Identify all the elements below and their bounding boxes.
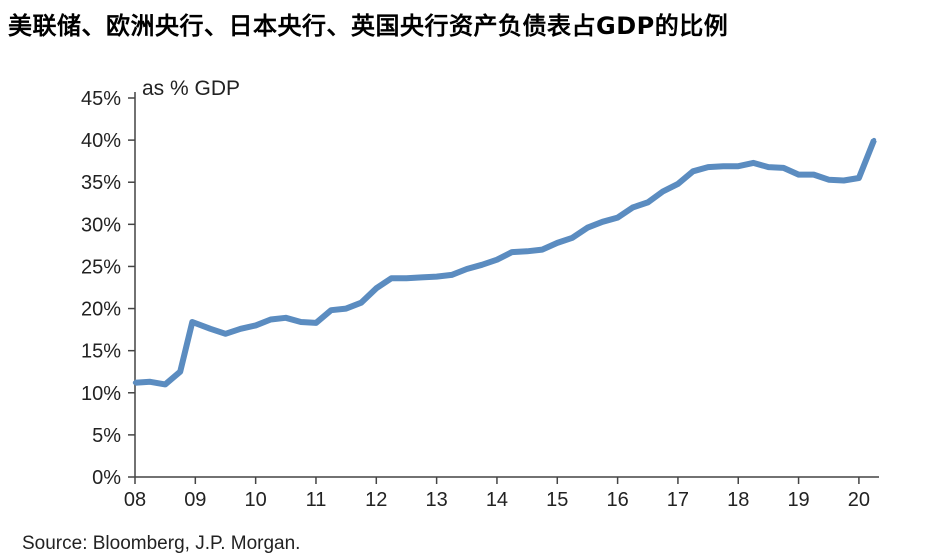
data-point bbox=[464, 266, 469, 272]
x-tick-label: 14 bbox=[486, 489, 508, 511]
x-tick-label: 13 bbox=[426, 489, 448, 511]
y-tick-label: 0% bbox=[92, 467, 121, 489]
chart-title: 美联储、欧洲央行、日本央行、英国央行资产负债表占GDP的比例 bbox=[8, 12, 729, 40]
y-tick-label: 30% bbox=[81, 214, 121, 236]
y-tick-label: 40% bbox=[81, 130, 121, 152]
data-point bbox=[298, 319, 304, 325]
data-point bbox=[736, 164, 741, 169]
x-tick-label: 17 bbox=[667, 489, 689, 511]
source-note: Source: Bloomberg, J.P. Morgan. bbox=[22, 533, 301, 554]
y-tick-label: 35% bbox=[81, 172, 121, 194]
data-point bbox=[313, 320, 319, 326]
data-point bbox=[253, 323, 258, 328]
y-axis: 0% 5% 10% 15% 20% 25% 30% 35% 40% 45% bbox=[81, 88, 136, 489]
data-point bbox=[208, 326, 213, 331]
data-point bbox=[721, 164, 726, 169]
y-tick-label: 15% bbox=[81, 341, 121, 363]
data-point bbox=[781, 165, 786, 171]
data-point bbox=[509, 249, 515, 255]
data-point bbox=[343, 306, 349, 311]
x-tick-label: 12 bbox=[365, 489, 387, 511]
y-tick-label: 45% bbox=[81, 88, 121, 110]
data-point bbox=[555, 240, 560, 246]
data-point bbox=[796, 172, 801, 177]
data-point bbox=[524, 249, 530, 254]
data-point bbox=[660, 189, 665, 194]
series-layer bbox=[132, 137, 877, 388]
data-point bbox=[449, 272, 454, 278]
data-point bbox=[190, 319, 195, 325]
data-point bbox=[223, 331, 228, 336]
x-tick-label: 09 bbox=[184, 489, 206, 511]
x-tick-label: 16 bbox=[606, 489, 628, 511]
data-point bbox=[615, 215, 620, 220]
data-point bbox=[766, 164, 771, 170]
data-point bbox=[238, 326, 243, 331]
unit-label: as % GDP bbox=[142, 77, 240, 100]
data-point bbox=[389, 276, 394, 281]
data-point bbox=[690, 169, 696, 174]
data-point bbox=[675, 181, 681, 187]
x-axis: 08 09 10 11 12 13 14 15 16 17 18 19 20 bbox=[124, 476, 879, 511]
data-point bbox=[630, 205, 635, 210]
y-tick-label: 20% bbox=[81, 299, 121, 321]
data-point bbox=[570, 235, 575, 240]
x-tick-label: 19 bbox=[787, 489, 809, 511]
x-tick-label: 20 bbox=[848, 489, 870, 511]
data-point bbox=[163, 382, 168, 387]
data-point bbox=[856, 175, 862, 181]
data-point bbox=[404, 276, 409, 281]
data-point bbox=[841, 178, 846, 183]
y-tick-label: 25% bbox=[81, 256, 121, 278]
data-point bbox=[268, 317, 273, 322]
data-point bbox=[178, 369, 183, 374]
data-point bbox=[751, 160, 756, 166]
data-point bbox=[540, 247, 545, 252]
y-tick-label: 10% bbox=[81, 383, 121, 405]
data-point bbox=[132, 380, 138, 385]
data-point bbox=[705, 164, 711, 170]
x-tick-label: 08 bbox=[124, 489, 146, 511]
series-line bbox=[134, 138, 877, 388]
data-point bbox=[434, 274, 439, 279]
data-point bbox=[826, 177, 831, 182]
y-tick-label: 5% bbox=[92, 425, 121, 447]
x-tick-label: 10 bbox=[245, 489, 267, 511]
data-point bbox=[359, 300, 364, 305]
data-point bbox=[871, 137, 877, 143]
data-point bbox=[419, 275, 424, 280]
data-point bbox=[328, 308, 334, 313]
x-tick-label: 11 bbox=[306, 489, 327, 511]
data-point bbox=[600, 219, 605, 224]
data-point bbox=[811, 172, 816, 177]
x-tick-label: 15 bbox=[546, 489, 568, 511]
data-point bbox=[645, 200, 650, 205]
data-point bbox=[479, 262, 485, 267]
data-point bbox=[374, 286, 379, 291]
data-point bbox=[147, 379, 153, 384]
data-point bbox=[585, 225, 590, 230]
data-point bbox=[283, 315, 288, 320]
line-chart: as % GDP 0% 5% 10% 15% 20% 25% 30% 35% 40% 45% 08… bbox=[81, 77, 879, 511]
x-tick-label: 18 bbox=[727, 489, 749, 511]
data-point bbox=[494, 257, 500, 262]
